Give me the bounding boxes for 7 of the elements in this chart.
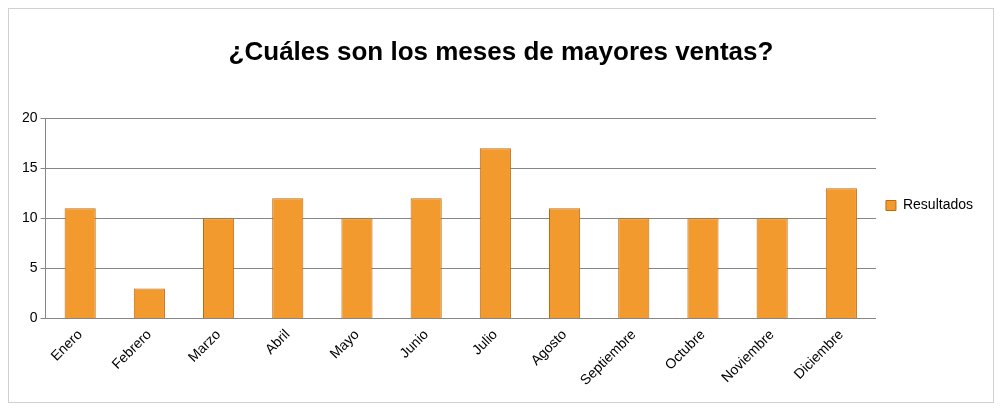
legend-label: Resultados: [902, 196, 974, 213]
y-tick-label: 20: [21, 109, 38, 126]
chart-title: ¿Cuáles son los meses de mayores ventas?: [228, 35, 774, 66]
y-tick-label: 15: [21, 159, 38, 176]
y-tick-label: 5: [29, 259, 38, 276]
y-tick-label: 10: [21, 209, 38, 226]
y-tick-label: 0: [29, 309, 38, 326]
